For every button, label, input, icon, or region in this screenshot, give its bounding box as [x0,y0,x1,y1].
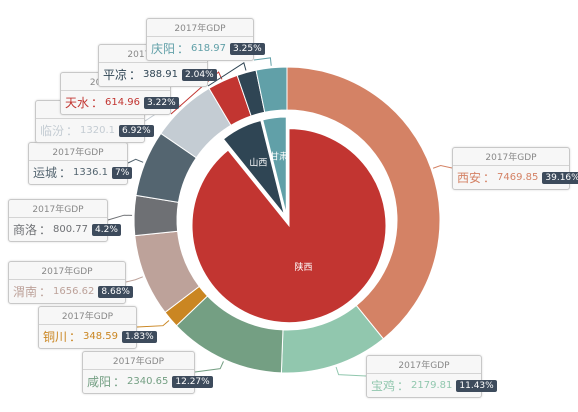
outer-label-name: 宝鸡 [371,379,396,393]
outer-label-5: 2017年GDP 商洛： 800.77 4.2% [8,199,121,242]
outer-label-10: 2017年GDP 庆阳： 618.97 3.25% [146,18,265,61]
outer-label-name: 咸阳 [87,375,112,389]
outer-ring [133,66,441,374]
outer-label-value: 388.91 [143,69,179,80]
outer-label-4: 2017年GDP 渭南： 1656.62 8.68% [8,261,133,304]
outer-label-value: 614.96 [105,97,141,108]
outer-label-percent: 4.2% [92,223,121,236]
leader-line-10 [253,57,272,66]
inner-slice-1[interactable] [222,119,285,215]
inner-slice-0[interactable] [191,128,387,324]
leader-line-0 [432,165,453,169]
outer-label-header: 2017年GDP [29,143,127,161]
outer-label-percent: 6.92% [119,124,154,137]
outer-label-header: 2017年GDP [147,19,253,37]
outer-label-value: 2179.81 [411,380,453,391]
outer-label-value: 618.97 [191,43,227,54]
outer-label-name: 庆阳 [151,42,176,56]
leader-line-1 [335,366,367,377]
outer-label-value: 348.59 [83,331,119,342]
outer-label-value: 800.77 [53,224,89,235]
outer-label-name: 天水 [65,96,90,110]
outer-label-percent: 39.16% [542,171,578,184]
outer-label-percent: 7% [112,166,133,179]
outer-label-percent: 3.25% [230,42,265,55]
outer-label-header: 2017年GDP [9,200,107,218]
inner-slice-2[interactable] [262,116,287,215]
outer-label-percent: 8.68% [98,285,133,298]
outer-label-name: 平凉 [103,68,128,82]
outer-label-name: 临汾 [40,124,65,138]
outer-label-value: 7469.85 [497,172,539,183]
outer-label-name: 商洛 [13,223,38,237]
leader-line-5 [107,214,133,221]
outer-label-percent: 1.83% [122,330,157,343]
leader-line-3 [136,320,170,328]
inner-slice-label-0: 陕西 [295,261,313,273]
outer-slice-10[interactable] [255,66,288,113]
outer-label-percent: 12.27% [172,375,213,388]
outer-label-header: 2017年GDP [9,262,125,280]
outer-label-percent: 3.22% [144,96,179,109]
outer-label-3: 2017年GDP 铜川： 348.59 1.83% [38,306,157,349]
leader-line-2 [194,361,224,373]
outer-label-header: 2017年GDP [453,148,569,166]
outer-label-name: 运城 [33,166,58,180]
leader-lines [107,57,453,377]
outer-label-name: 铜川 [43,330,68,344]
outer-label-header: 2017年GDP [83,352,194,370]
outer-label-name: 渭南 [13,285,38,299]
outer-label-6: 2017年GDP 运城： 1336.1 7% [28,142,133,185]
outer-label-value: 1336.1 [73,167,109,178]
outer-label-2: 2017年GDP 咸阳： 2340.65 12.27% [82,351,213,394]
outer-label-value: 1320.1 [80,125,116,136]
inner-slice-label-2: 甘肃 [270,150,288,162]
outer-label-percent: 2.04% [182,68,217,81]
leader-line-4 [125,276,143,283]
outer-label-value: 2340.65 [127,376,169,387]
outer-label-0: 2017年GDP 西安： 7469.85 39.16% [452,147,578,190]
leader-line-9 [207,62,247,87]
outer-label-header: 2017年GDP [39,307,136,325]
leader-line-6 [127,158,144,164]
outer-label-percent: 11.43% [456,379,497,392]
inner-slice-label-1: 山西 [249,158,267,169]
outer-label-value: 1656.62 [53,286,95,297]
leader-line-8 [170,71,223,115]
outer-label-1: 2017年GDP 宝鸡： 2179.81 11.43% [366,355,497,398]
outer-label-header: 2017年GDP [367,356,481,374]
outer-label-name: 西安 [457,171,482,185]
outer-slice-0[interactable] [286,66,441,340]
